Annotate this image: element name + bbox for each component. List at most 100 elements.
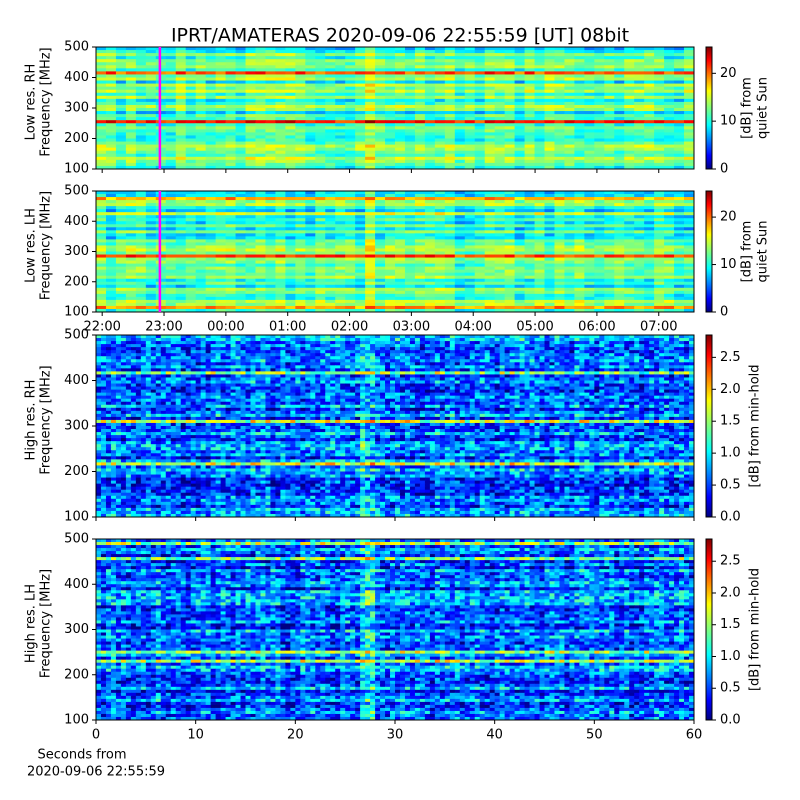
- spectrogram-cell: [414, 65, 426, 69]
- spectrogram-cell: [275, 272, 286, 277]
- spectrogram-cell: [335, 215, 346, 219]
- spectrogram-cell: [584, 284, 595, 289]
- spectrogram-cell: [205, 203, 217, 207]
- spectrogram-cell: [444, 138, 456, 143]
- spectrogram-cell: [105, 156, 117, 161]
- spectrogram-cell: [125, 251, 137, 256]
- spectrogram-cell: [414, 95, 426, 100]
- spectrogram-cell: [674, 245, 685, 250]
- spectrogram-cell: [325, 120, 336, 124]
- spectrogram-cell: [434, 278, 446, 283]
- spectrogram-cell: [524, 206, 536, 210]
- spectrogram-cell: [404, 260, 416, 265]
- spectrogram-cell: [275, 254, 286, 259]
- spectrogram-cell: [96, 308, 107, 312]
- spectrogram-cell: [345, 98, 356, 103]
- spectrogram-cell: [96, 200, 107, 204]
- spectrogram-cell: [375, 159, 386, 164]
- spectrogram-cell: [484, 236, 496, 240]
- spectrogram-cell: [604, 290, 615, 295]
- spectrogram-cell: [225, 251, 237, 256]
- spectrogram-cell: [554, 236, 566, 240]
- spectrogram-cell: [225, 50, 237, 54]
- spectrogram-cell: [285, 104, 296, 109]
- spectrogram-cell: [315, 129, 326, 133]
- spectrogram-cell: [444, 209, 456, 213]
- spectrogram-cell: [654, 47, 665, 51]
- spectrogram-cell: [594, 53, 605, 57]
- spectrogram-cell: [275, 269, 286, 274]
- spectrogram-cell: [215, 272, 227, 277]
- spectrogram-cell: [345, 120, 356, 124]
- spectrogram-cell: [225, 89, 237, 94]
- spectrogram-cell: [365, 162, 376, 167]
- spectrogram-cell: [265, 150, 276, 155]
- spectrogram-cell: [165, 251, 177, 256]
- spectrogram-cell: [574, 251, 585, 256]
- spectrogram-cell: [315, 212, 326, 216]
- spectrogram-cell: [524, 159, 536, 164]
- spectrogram-cell: [514, 159, 526, 164]
- spectrogram-cell: [165, 68, 177, 72]
- spectrogram-cell: [345, 86, 356, 91]
- spectrogram-cell: [145, 197, 157, 201]
- spectrogram-cell: [345, 209, 356, 213]
- spectrogram-cell: [115, 159, 127, 164]
- spectrogram-cell: [165, 120, 177, 124]
- spectrogram-cell: [355, 191, 366, 195]
- spectrogram-cell: [414, 62, 426, 66]
- spectrogram-cell: [454, 53, 466, 57]
- spectrogram-cell: [584, 251, 595, 256]
- spectrogram-cell: [594, 141, 605, 146]
- spectrogram-cell: [395, 200, 406, 204]
- spectrogram-cell: [285, 299, 296, 304]
- spectrogram-cell: [554, 224, 566, 228]
- spectrogram-cell: [414, 191, 426, 195]
- spectrogram-cell: [295, 101, 306, 106]
- spectrogram-cell: [404, 236, 416, 240]
- spectrogram-cell: [599, 335, 605, 339]
- spectrogram-cell: [235, 275, 247, 280]
- spectrogram-cell: [295, 278, 306, 283]
- spectrogram-cell: [375, 65, 386, 69]
- spectrogram-cell: [365, 56, 376, 60]
- spectrogram-cell: [424, 47, 436, 51]
- spectrogram-cell: [365, 165, 376, 169]
- spectrogram-cell: [624, 299, 635, 304]
- spectrogram-cell: [504, 218, 516, 222]
- spectrogram-cell: [385, 108, 396, 112]
- spectrogram-cell: [584, 239, 595, 244]
- spectrogram-cell: [494, 299, 506, 304]
- colorbar-label: quiet Sun: [756, 77, 771, 139]
- spectrogram-cell: [674, 153, 685, 158]
- spectrogram-cell: [584, 129, 595, 133]
- spectrogram-cell: [235, 156, 247, 161]
- spectrogram-cell: [434, 227, 446, 231]
- spectrogram-cell: [395, 209, 406, 213]
- spectrogram-cell: [125, 92, 137, 97]
- spectrogram-cell: [674, 239, 685, 244]
- spectrogram-cell: [145, 227, 157, 231]
- spectrogram-cell: [315, 269, 326, 274]
- spectrogram-cell: [275, 62, 286, 66]
- spectrogram-cell: [145, 194, 157, 198]
- spectrogram-cell: [325, 305, 336, 310]
- spectrogram-cell: [554, 156, 566, 161]
- spectrogram-cell: [574, 194, 585, 198]
- spectrogram-cell: [305, 129, 316, 133]
- spectrogram-cell: [215, 263, 227, 268]
- spectrogram-cell: [315, 135, 326, 140]
- spectrogram-cell: [444, 263, 456, 268]
- spectrogram-cell: [474, 120, 486, 124]
- spectrogram-cell: [205, 251, 217, 256]
- spectrogram-cell: [424, 218, 436, 222]
- spectrogram-cell: [634, 224, 645, 228]
- spectrogram-cell: [195, 200, 207, 204]
- spectrogram-cell: [235, 114, 247, 118]
- spectrogram-cell: [454, 141, 466, 146]
- spectrogram-cell: [584, 101, 595, 106]
- spectrogram-cell: [255, 53, 267, 57]
- spectrogram-cell: [195, 305, 207, 310]
- spectrogram-cell: [594, 215, 605, 219]
- spectrogram-cell: [335, 108, 346, 112]
